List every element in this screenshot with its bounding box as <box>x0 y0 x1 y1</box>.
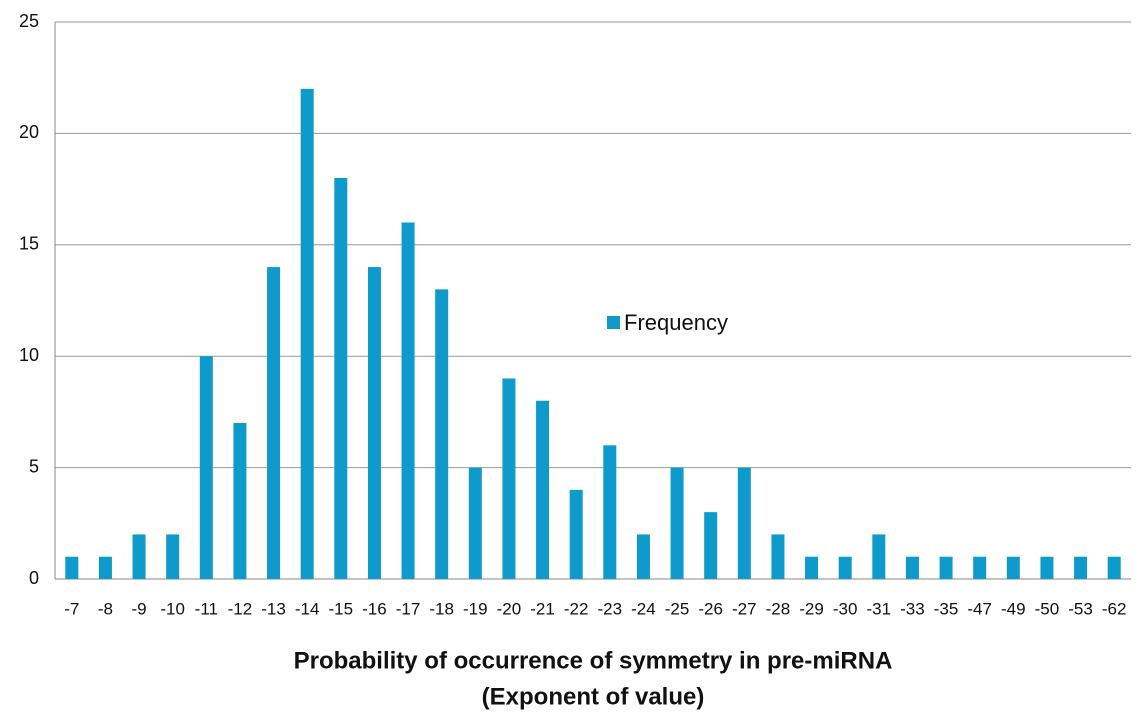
y-tick-label: 25 <box>19 11 39 31</box>
x-tick-label: -14 <box>295 599 320 618</box>
x-tick-label: -53 <box>1068 599 1093 618</box>
x-tick-label: -23 <box>598 599 623 618</box>
x-tick-label: -28 <box>766 599 791 618</box>
x-tick-label: -10 <box>160 599 185 618</box>
bar <box>536 400 550 579</box>
x-tick-label: -35 <box>934 599 959 618</box>
bar <box>805 556 819 579</box>
bar <box>367 267 381 579</box>
bar <box>267 267 281 579</box>
bar <box>502 378 516 579</box>
x-tick-label: -47 <box>967 599 992 618</box>
bar <box>233 423 247 579</box>
bar <box>670 467 684 579</box>
x-tick-label: -29 <box>799 599 824 618</box>
bar <box>636 534 650 579</box>
bar <box>1107 556 1121 579</box>
bar <box>199 356 213 579</box>
x-tick-label: -24 <box>631 599 656 618</box>
bar <box>973 556 987 579</box>
bar <box>166 534 180 579</box>
x-tick-label: -26 <box>698 599 723 618</box>
x-tick-label: -12 <box>228 599 253 618</box>
x-tick-label: -13 <box>261 599 286 618</box>
bar <box>401 222 415 579</box>
bar <box>468 467 482 579</box>
y-tick-label: 20 <box>19 122 39 142</box>
bar <box>905 556 919 579</box>
x-tick-label: -62 <box>1102 599 1127 618</box>
bar <box>838 556 852 579</box>
x-tick-label: -8 <box>98 599 113 618</box>
bar <box>872 534 886 579</box>
x-tick-label: -9 <box>132 599 147 618</box>
y-tick-label: 5 <box>29 456 39 476</box>
bar <box>569 489 583 579</box>
bar <box>771 534 785 579</box>
legend-swatch <box>607 316 620 329</box>
x-tick-label: -49 <box>1001 599 1026 618</box>
bar <box>300 88 314 579</box>
bar <box>1074 556 1088 579</box>
y-tick-label: 15 <box>19 234 39 254</box>
bar <box>939 556 953 579</box>
x-tick-label: -27 <box>732 599 757 618</box>
bar <box>737 467 751 579</box>
bar <box>1006 556 1020 579</box>
x-tick-label: -19 <box>463 599 488 618</box>
x-tick-label: -11 <box>195 599 218 618</box>
x-tick-label: -22 <box>564 599 589 618</box>
x-axis-title: Probability of occurrence of symmetry in… <box>294 647 893 674</box>
legend-label: Frequency <box>624 310 728 335</box>
x-tick-label: -16 <box>362 599 387 618</box>
x-tick-label: -20 <box>497 599 522 618</box>
x-tick-label: -18 <box>429 599 454 618</box>
bar <box>603 445 617 579</box>
x-tick-label: -33 <box>900 599 925 618</box>
x-tick-label: -17 <box>396 599 421 618</box>
bar <box>132 534 146 579</box>
x-tick-label: -31 <box>867 599 892 618</box>
bar <box>98 556 112 579</box>
x-tick-label: -15 <box>329 599 354 618</box>
y-tick-label: 0 <box>29 568 39 588</box>
bar <box>1040 556 1054 579</box>
x-tick-label: -25 <box>665 599 690 618</box>
x-tick-label: -7 <box>64 599 79 618</box>
bar <box>334 177 348 579</box>
bar <box>65 556 79 579</box>
y-tick-label: 10 <box>19 345 39 365</box>
x-axis-title: (Exponent of value) <box>482 683 705 710</box>
x-tick-label: -50 <box>1035 599 1060 618</box>
bar <box>704 512 718 579</box>
bar <box>435 289 449 579</box>
x-tick-label: -21 <box>530 599 555 618</box>
x-tick-label: -30 <box>833 599 858 618</box>
